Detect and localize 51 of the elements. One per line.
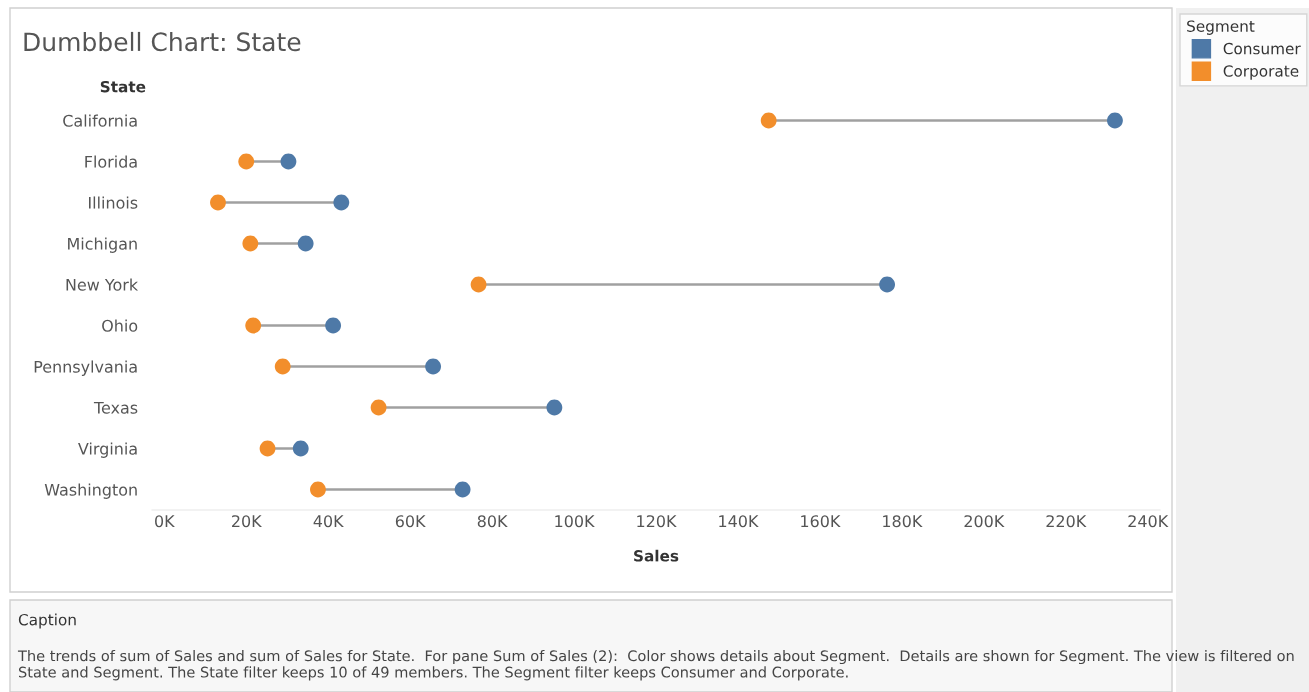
x-tick-label: 80K (477, 515, 508, 528)
point (879, 276, 896, 293)
legend-label: Corporate (1223, 65, 1299, 80)
y-tick-label: New York (66, 278, 139, 291)
y-tick-label: Illinois (89, 196, 138, 209)
y-tick-label: Washington (44, 483, 137, 499)
point (245, 317, 262, 334)
y-tick-label: Virginia (78, 442, 137, 458)
x-tick-label: 140K (719, 515, 759, 528)
x-tick-label: 0K (155, 515, 175, 528)
x-tick-label: 180K (883, 515, 923, 528)
x-tick-label: 20K (232, 515, 262, 528)
point (280, 153, 297, 170)
chart-title: Dumbbell Chart: State (24, 31, 301, 52)
x-tick-label: 160K (801, 515, 841, 528)
point (425, 358, 442, 375)
legend-label: Consumer (1223, 42, 1301, 55)
point (370, 399, 387, 416)
y-tick-label: Texas (93, 401, 138, 414)
x-tick-label: 200K (964, 515, 1005, 528)
point (238, 153, 255, 170)
point (242, 235, 259, 252)
point (325, 317, 342, 334)
y-tick-label: Michigan (68, 237, 137, 253)
y-tick-label: Ohio (102, 319, 138, 332)
x-tick-label: 240K (1128, 515, 1169, 528)
y-tick-label: Pennsylvania (34, 360, 137, 376)
point (470, 276, 487, 293)
y-axis-title: State (100, 80, 146, 93)
text: The trends of sum of Sales and sum of Sales for State. For pane Sum of Sales (2): Color shows details about Segment. Details are shown for Segment. The view is filtered on State and Segment. The State filter keeps 10 of 49 members. The Segment filter keeps Consumer and Corporate. (17, 650, 1294, 681)
y-tick-label: Florida (85, 155, 137, 168)
point (292, 440, 309, 457)
x-axis-title: Sales (634, 549, 679, 562)
x-tick-label: 220K (1046, 515, 1087, 528)
text: Caption (18, 613, 76, 629)
point (333, 194, 350, 211)
point (1107, 112, 1123, 129)
point (297, 235, 314, 252)
x-tick-label: 40K (313, 515, 344, 528)
point (274, 358, 291, 375)
point (259, 440, 276, 457)
x-tick-label: 100K (555, 515, 595, 528)
point (546, 399, 563, 416)
x-tick-label: 120K (637, 515, 677, 528)
point (760, 112, 777, 129)
x-tick-label: 60K (395, 515, 426, 528)
legend-title: Segment (1187, 20, 1255, 35)
point (454, 481, 471, 498)
point (210, 194, 226, 211)
y-tick-label: California (63, 114, 137, 127)
point (310, 481, 326, 498)
